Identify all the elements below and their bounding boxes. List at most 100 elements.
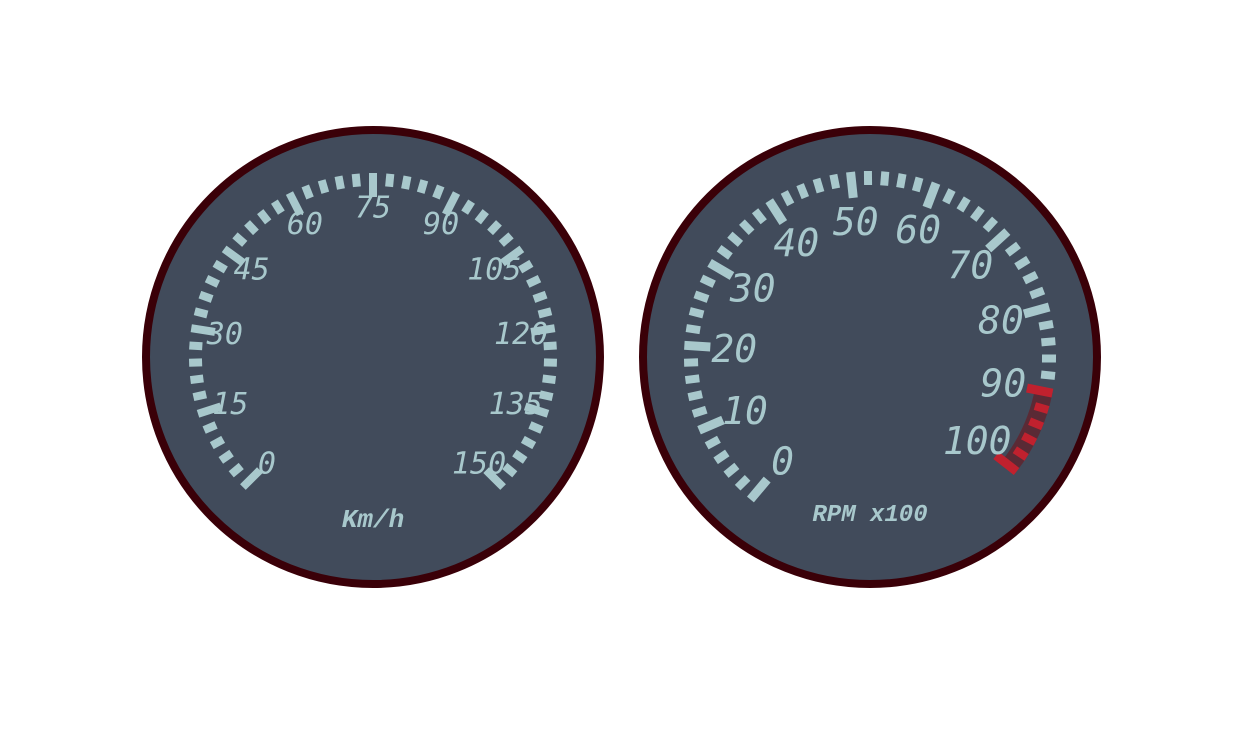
rpm-minor-tick [691, 405, 708, 418]
rpm-minor-tick [751, 208, 767, 225]
speed-scale-label: 75 [355, 191, 391, 226]
rpm-major-tick [765, 198, 788, 225]
rpm-unit-label: RPM x100 [812, 502, 927, 529]
speed-scale-label: 120 [494, 317, 548, 352]
rpm-minor-tick [796, 183, 810, 200]
rpm-scale-label: 60 [895, 208, 941, 252]
rpm-minor-tick [1012, 446, 1029, 461]
speed-major-tick [483, 467, 506, 490]
speed-minor-tick [532, 290, 548, 303]
rpm-minor-tick [704, 435, 721, 450]
rpm-face [639, 126, 1101, 588]
rpm-major-tick [985, 228, 1011, 253]
rpm-major-tick [846, 171, 858, 199]
speed-major-tick [442, 191, 461, 217]
speed-major-tick [190, 324, 216, 336]
speed-scale-label: 150 [452, 447, 506, 482]
speed-minor-tick [192, 390, 207, 402]
speed-minor-tick [232, 232, 248, 247]
rpm-minor-tick [1021, 432, 1038, 446]
rpm-minor-tick [1040, 370, 1056, 380]
speed-minor-tick [518, 259, 534, 274]
speed-minor-tick [526, 275, 542, 288]
speed-minor-tick [271, 199, 285, 215]
speed-major-tick [221, 245, 246, 267]
rpm-minor-tick [880, 171, 890, 186]
speed-minor-tick [334, 175, 345, 190]
speed-scale-label: 30 [206, 317, 243, 352]
speed-minor-tick [317, 179, 330, 194]
rpm-minor-tick [780, 190, 795, 207]
speed-major-tick [240, 467, 263, 490]
rpm-major-tick [707, 258, 735, 280]
speed-minor-tick [474, 209, 489, 225]
speed-minor-tick [351, 173, 361, 188]
rpm-minor-tick [1014, 255, 1031, 271]
speed-scale-label: 15 [212, 387, 248, 422]
speed-minor-tick [498, 232, 514, 247]
speed-minor-tick [189, 341, 203, 351]
speed-minor-tick [502, 462, 518, 478]
rpm-minor-tick [1022, 270, 1039, 285]
speed-scale-label: 0 [258, 447, 276, 482]
rpm-minor-tick [982, 216, 998, 233]
speed-minor-tick [528, 421, 544, 434]
speed-minor-tick [218, 449, 234, 464]
speed-scale-label: 90 [423, 207, 459, 242]
speed-scale-label: 45 [234, 252, 270, 287]
rpm-major-tick [684, 340, 711, 352]
rpm-minor-tick [829, 173, 841, 190]
speed-minor-tick [542, 374, 557, 385]
rpm-minor-tick [693, 290, 710, 303]
rpm-minor-tick [734, 475, 751, 491]
speed-minor-tick [244, 220, 259, 236]
rpm-scale-label: 40 [773, 221, 819, 265]
rpm-minor-tick [1029, 286, 1046, 300]
speed-minor-tick [257, 209, 272, 225]
rpm-major-tick [993, 451, 1020, 476]
rpm-minor-tick [716, 245, 733, 260]
rpm-scale-label: 70 [948, 244, 994, 288]
rpm-minor-tick [739, 219, 755, 236]
speed-major-tick [285, 191, 304, 217]
speed-minor-tick [432, 184, 445, 200]
speed-minor-tick [487, 220, 502, 236]
rpm-minor-tick [1028, 417, 1045, 431]
speed-minor-tick [204, 275, 220, 288]
rpm-minor-tick [685, 324, 701, 335]
rpm-minor-tick [1038, 319, 1054, 331]
rpm-minor-tick [687, 390, 703, 402]
speed-minor-tick [461, 199, 475, 215]
speed-minor-tick [198, 290, 214, 303]
rpm-major-tick [1026, 383, 1054, 398]
speed-minor-tick [539, 390, 554, 402]
rpm-scale-label: 20 [711, 327, 757, 371]
speed-scale-label: 60 [287, 207, 323, 242]
rpm-major-tick [922, 181, 941, 210]
speed-minor-tick [212, 259, 228, 274]
speed-minor-tick [228, 462, 244, 478]
speed-minor-tick [385, 173, 395, 188]
rpm-minor-tick [727, 231, 744, 247]
rpm-scale-label: 0 [771, 439, 794, 483]
rpm-minor-tick [1041, 337, 1056, 347]
rpm-minor-tick [688, 307, 705, 319]
speed-minor-tick [512, 449, 528, 464]
speed-major-tick [196, 402, 223, 418]
rpm-scale-label: 80 [978, 299, 1024, 343]
rpm-minor-tick [1033, 402, 1050, 414]
rpm-scale-label: 100 [943, 419, 1012, 463]
rpm-minor-tick [956, 196, 971, 213]
rpm-minor-tick [723, 462, 740, 478]
rpm-major-tick [697, 415, 725, 435]
rpm-minor-tick [1004, 241, 1021, 257]
speed-minor-tick [520, 435, 537, 450]
rpm-scale-label: 50 [833, 200, 879, 244]
rpm-minor-tick [896, 173, 907, 189]
rpm-scale-label: 10 [722, 389, 768, 433]
speed-scale-label: 135 [489, 387, 543, 422]
speed-major-tick [523, 402, 550, 418]
